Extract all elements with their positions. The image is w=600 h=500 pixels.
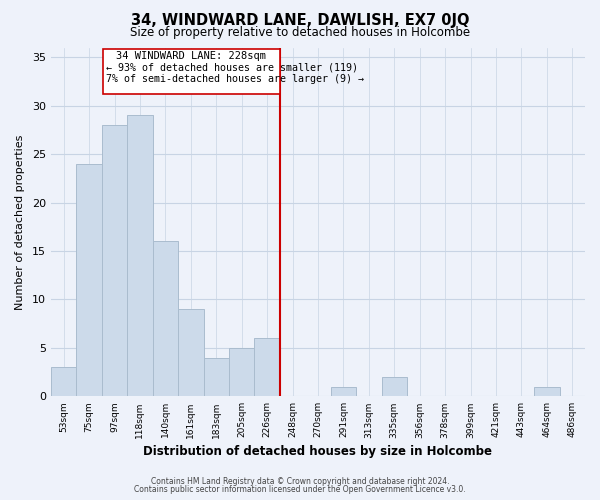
Text: Contains HM Land Registry data © Crown copyright and database right 2024.: Contains HM Land Registry data © Crown c…: [151, 477, 449, 486]
FancyBboxPatch shape: [103, 50, 280, 94]
Text: Contains public sector information licensed under the Open Government Licence v3: Contains public sector information licen…: [134, 485, 466, 494]
Bar: [127, 116, 152, 396]
Bar: [254, 338, 280, 396]
Y-axis label: Number of detached properties: Number of detached properties: [15, 134, 25, 310]
Text: Size of property relative to detached houses in Holcombe: Size of property relative to detached ho…: [130, 26, 470, 39]
Text: ← 93% of detached houses are smaller (119): ← 93% of detached houses are smaller (11…: [106, 62, 358, 72]
Bar: [152, 242, 178, 396]
Bar: [51, 368, 76, 396]
Bar: [102, 125, 127, 396]
Bar: [382, 377, 407, 396]
Bar: [534, 386, 560, 396]
Bar: [178, 309, 203, 396]
Text: 34 WINDWARD LANE: 228sqm: 34 WINDWARD LANE: 228sqm: [116, 52, 266, 62]
X-axis label: Distribution of detached houses by size in Holcombe: Distribution of detached houses by size …: [143, 444, 493, 458]
Bar: [76, 164, 102, 396]
Text: 7% of semi-detached houses are larger (9) →: 7% of semi-detached houses are larger (9…: [106, 74, 364, 84]
Bar: [203, 358, 229, 397]
Bar: [229, 348, 254, 397]
Bar: [331, 386, 356, 396]
Text: 34, WINDWARD LANE, DAWLISH, EX7 0JQ: 34, WINDWARD LANE, DAWLISH, EX7 0JQ: [131, 12, 469, 28]
